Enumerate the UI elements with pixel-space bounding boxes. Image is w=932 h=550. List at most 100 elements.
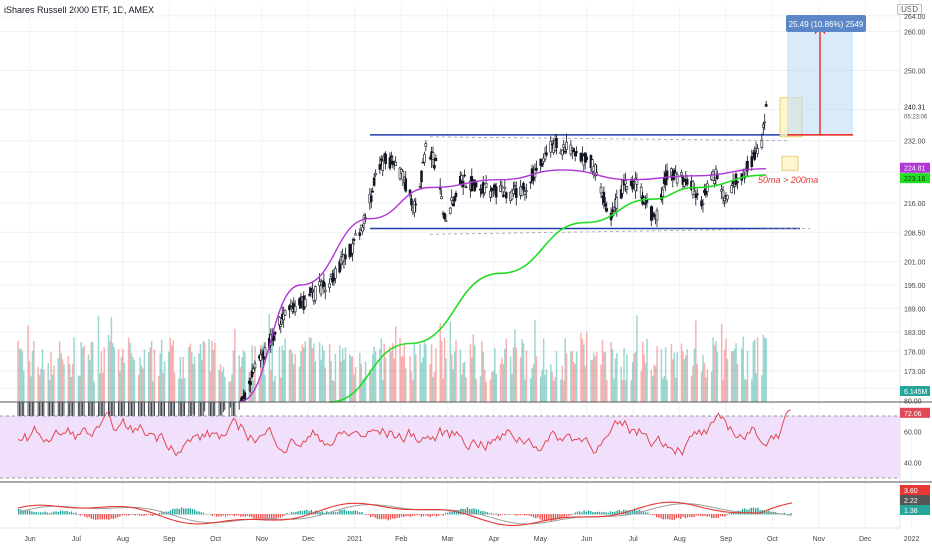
macd-histogram-bar	[748, 509, 750, 515]
last-price-value: 240.31	[904, 104, 926, 111]
macd-histogram-bar	[77, 514, 79, 515]
volume-bar	[172, 340, 174, 402]
volume-bar	[228, 381, 230, 402]
macd-histogram-bar	[176, 508, 178, 515]
candle-body	[424, 143, 428, 147]
macd-histogram-bar	[422, 514, 425, 517]
macd-histogram-bar	[288, 513, 290, 515]
volume-bar	[169, 338, 172, 402]
candle-body	[290, 308, 294, 312]
macd-histogram-bar	[436, 514, 438, 517]
macd-histogram-bar	[306, 509, 308, 515]
volume-bar	[313, 343, 315, 402]
candle-body	[764, 104, 768, 107]
macd-histogram-bar	[266, 514, 268, 521]
currency-badge[interactable]: USD	[897, 4, 922, 15]
time-tick-label: Jul	[72, 536, 81, 543]
volume-bar	[614, 358, 617, 402]
macd-histogram-bar	[370, 514, 372, 518]
candle-body	[259, 354, 262, 361]
candle-body	[746, 160, 749, 172]
macd-histogram-bar	[405, 514, 407, 517]
volume-bar	[532, 364, 535, 402]
macd-histogram-bar	[515, 514, 517, 516]
candle-body	[514, 188, 518, 198]
macd-histogram-bar	[462, 508, 464, 515]
macd-histogram-bar	[394, 514, 396, 520]
volume-bar	[722, 379, 724, 402]
macd-histogram-bar	[334, 512, 337, 515]
candle-body	[344, 254, 347, 260]
volume-bar	[686, 349, 688, 402]
macd-histogram-bar	[205, 513, 207, 515]
target-label-box	[786, 15, 866, 32]
macd-histogram-bar	[664, 514, 667, 520]
macd-histogram-bar	[132, 514, 134, 515]
volume-bar	[435, 347, 437, 402]
candle-body	[652, 213, 656, 218]
volume-bar	[611, 348, 614, 402]
candle-body	[562, 144, 565, 148]
macd-histogram-bar	[301, 511, 304, 515]
volume-bar	[63, 364, 65, 402]
macd-histogram-bar	[343, 509, 345, 515]
macd-histogram-bar	[570, 514, 572, 516]
volume-bar	[28, 360, 31, 402]
chart-title: iShares Russell 2000 ETF, 1D, AMEX	[4, 5, 155, 15]
candle-body	[454, 192, 458, 197]
volume-bar	[554, 377, 556, 402]
macd-histogram-bar	[537, 514, 539, 518]
macd-histogram-bar	[585, 511, 587, 515]
candle-body	[334, 268, 337, 279]
volume-bar	[662, 378, 664, 402]
volume-bar	[570, 351, 572, 402]
volume-bar	[383, 343, 385, 402]
rsi-tick-label: 80.00	[904, 399, 922, 406]
macd-histogram-bar	[609, 511, 612, 515]
candle-body	[289, 305, 293, 308]
candle-body	[572, 148, 576, 153]
candle-body	[448, 207, 452, 214]
time-tick-label: Apr	[489, 536, 501, 543]
volume-bar	[621, 380, 624, 402]
candle-body	[672, 170, 676, 174]
volume-bar	[179, 356, 182, 402]
macd-histogram-bar	[524, 514, 526, 516]
macd-histogram-bar	[117, 514, 119, 518]
volume-bar	[214, 342, 216, 402]
macd-histogram-bar	[372, 514, 374, 517]
macd-histogram-bar	[227, 514, 229, 516]
macd-histogram-bar	[612, 511, 614, 515]
candle-body	[761, 124, 765, 128]
volume-bar	[198, 353, 200, 402]
macd-histogram-bar	[222, 514, 224, 516]
macd-histogram-bar	[667, 514, 669, 520]
volume-bar	[53, 365, 55, 402]
volume-bar	[321, 345, 324, 402]
volume-bar	[571, 350, 574, 402]
volume-bar	[491, 372, 493, 402]
macd-histogram-bar	[51, 512, 53, 515]
volume-bar	[584, 365, 587, 402]
candle-body	[573, 152, 577, 157]
macd-histogram-bar	[350, 511, 352, 515]
volume-bar	[373, 346, 375, 402]
candle-body	[542, 157, 545, 162]
macd-histogram-bar	[293, 512, 295, 515]
volume-bar	[168, 351, 170, 402]
macd-histogram-bar	[392, 514, 394, 519]
volume-bar	[278, 346, 281, 402]
ma200-price-tag	[900, 173, 930, 184]
macd-signal-line	[17, 503, 793, 525]
time-tick-label: Nov	[256, 536, 269, 543]
volume-bar	[137, 374, 140, 402]
volume-bar	[294, 354, 296, 402]
volume-bar	[304, 341, 306, 402]
macd-histogram-bar	[471, 508, 473, 515]
macd-histogram-bar	[594, 511, 596, 515]
volume-bar	[71, 363, 74, 402]
volume-bar	[270, 370, 272, 402]
volume-bar	[159, 353, 161, 402]
macd-histogram-bar	[400, 514, 403, 517]
